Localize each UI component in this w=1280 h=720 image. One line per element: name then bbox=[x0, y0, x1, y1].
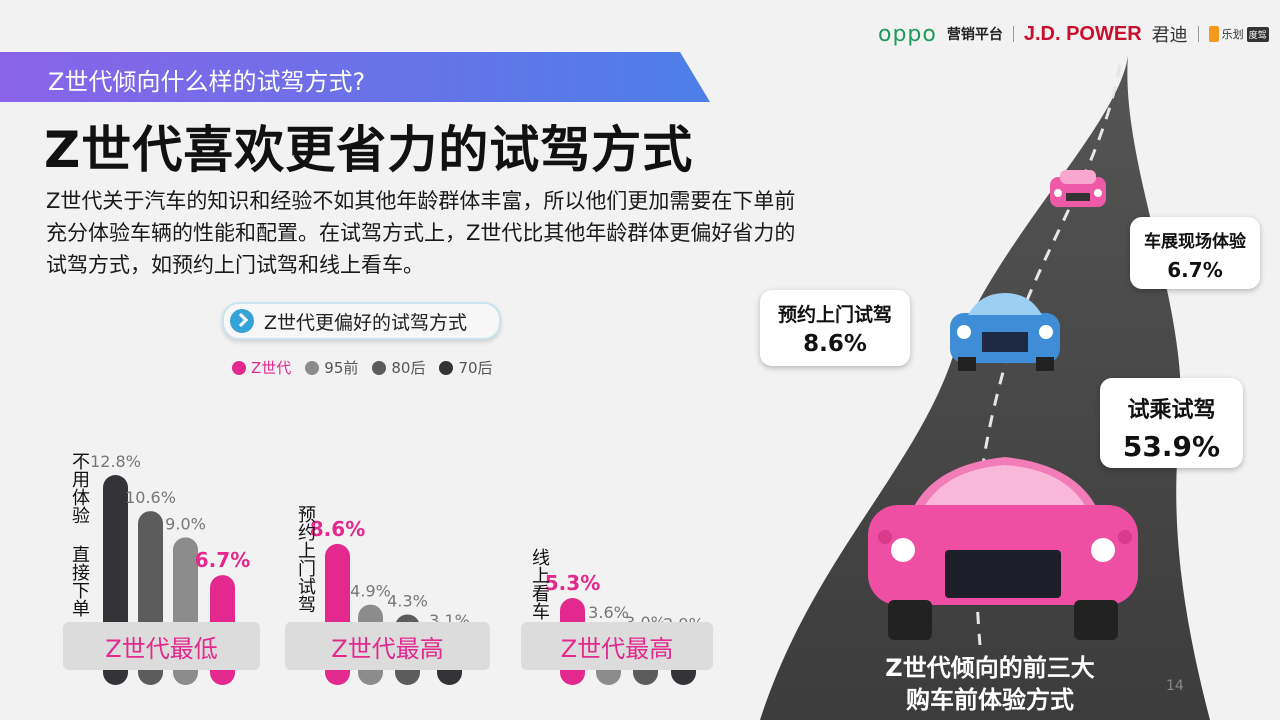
jundi-logo: 君迪 bbox=[1151, 25, 1188, 46]
data-label: 4.3% bbox=[387, 591, 428, 610]
partner-logos: oppo 营销平台 J.D. POWER 君迪 乐划 度驾 bbox=[878, 20, 1269, 48]
intro-paragraph: Z世代关于汽车的知识和经验不如其他年龄群体丰富，所以他们更加需要在下单前充分体验… bbox=[46, 189, 796, 277]
lecar-logo: 乐划 度驾 bbox=[1208, 26, 1269, 42]
data-label: 10.6% bbox=[125, 488, 176, 507]
legend-label: 95前 bbox=[324, 359, 359, 377]
callout-label: 车展现场体验 bbox=[1144, 232, 1246, 252]
legend-dot bbox=[439, 360, 454, 375]
page-number: 14 bbox=[1166, 678, 1184, 694]
callout-bubble: 预约上门试驾 8.6% bbox=[760, 290, 910, 366]
callout-bubble: 车展现场体验 6.7% bbox=[1130, 217, 1260, 289]
divider bbox=[1012, 26, 1014, 42]
group-caption: Z世代最高 bbox=[521, 622, 713, 670]
far-car-icon bbox=[1050, 170, 1106, 207]
lecar-text: 乐划 bbox=[1221, 28, 1244, 41]
legend-label: Z世代 bbox=[251, 359, 292, 377]
pink-car-icon bbox=[868, 457, 1138, 640]
oppo-logo: oppo bbox=[878, 21, 937, 47]
chevron-right-icon bbox=[230, 309, 254, 333]
page-title: Z世代喜欢更省力的试驾方式 bbox=[44, 121, 694, 179]
chart-title: Z世代更偏好的试驾方式 bbox=[264, 311, 468, 334]
blue-car-icon bbox=[950, 293, 1060, 371]
jdpower-logo: J.D. POWER bbox=[1023, 22, 1142, 45]
lecar-tag: 度驾 bbox=[1246, 26, 1269, 42]
legend-dot bbox=[232, 360, 246, 375]
category-label: 预约上门试驾 bbox=[295, 505, 316, 613]
callout-bubble: 试乘试驾 53.9% bbox=[1100, 378, 1243, 468]
lecar-icon bbox=[1208, 26, 1219, 42]
callout-label: 试乘试驾 bbox=[1127, 398, 1216, 423]
legend-item-genz: Z世代 bbox=[232, 357, 291, 378]
data-label: 9.0% bbox=[165, 514, 206, 533]
caption-line: 购车前体验方式 bbox=[906, 686, 1074, 714]
caption-line: Z世代倾向的前三大 bbox=[885, 654, 1095, 682]
data-label: 3.6% bbox=[588, 603, 629, 622]
callout-value: 6.7% bbox=[1167, 258, 1223, 282]
legend-item-95: 95前 bbox=[305, 357, 358, 378]
legend-dot bbox=[372, 360, 387, 375]
header-banner: Z世代倾向什么样的试驾方式? bbox=[0, 52, 710, 102]
callout-value: 53.9% bbox=[1122, 430, 1221, 463]
lane-line bbox=[974, 64, 1122, 646]
illustration-caption: Z世代倾向的前三大 购车前体验方式 bbox=[880, 652, 1100, 716]
chart-legend: Z世代 95前 80后 70后 bbox=[232, 357, 493, 378]
group-caption: Z世代最低 bbox=[63, 622, 260, 670]
data-label: 8.6% bbox=[310, 517, 365, 541]
road-illustration bbox=[760, 55, 1210, 720]
data-label: 5.3% bbox=[545, 571, 600, 595]
banner-title: Z世代倾向什么样的试驾方式? bbox=[48, 68, 366, 96]
category-label: 线上看车 bbox=[529, 548, 550, 620]
legend-label: 80后 bbox=[391, 359, 426, 377]
group-caption: Z世代最高 bbox=[285, 622, 490, 670]
legend-dot bbox=[305, 360, 320, 375]
category-label: 不用体验 直接下单 bbox=[69, 452, 90, 617]
legend-item-70: 70后 bbox=[439, 357, 493, 378]
data-label: 12.8% bbox=[90, 452, 141, 471]
divider bbox=[1197, 26, 1199, 42]
data-label: 4.9% bbox=[350, 582, 391, 601]
chart-title-pill: Z世代更偏好的试驾方式 bbox=[222, 302, 501, 340]
callout-label: 预约上门试驾 bbox=[777, 304, 892, 326]
data-label: 6.7% bbox=[195, 548, 250, 572]
legend-item-80: 80后 bbox=[372, 357, 425, 378]
callout-value: 8.6% bbox=[803, 331, 867, 357]
marketing-platform-logo: 营销平台 bbox=[946, 27, 1003, 43]
legend-label: 70后 bbox=[458, 359, 493, 377]
